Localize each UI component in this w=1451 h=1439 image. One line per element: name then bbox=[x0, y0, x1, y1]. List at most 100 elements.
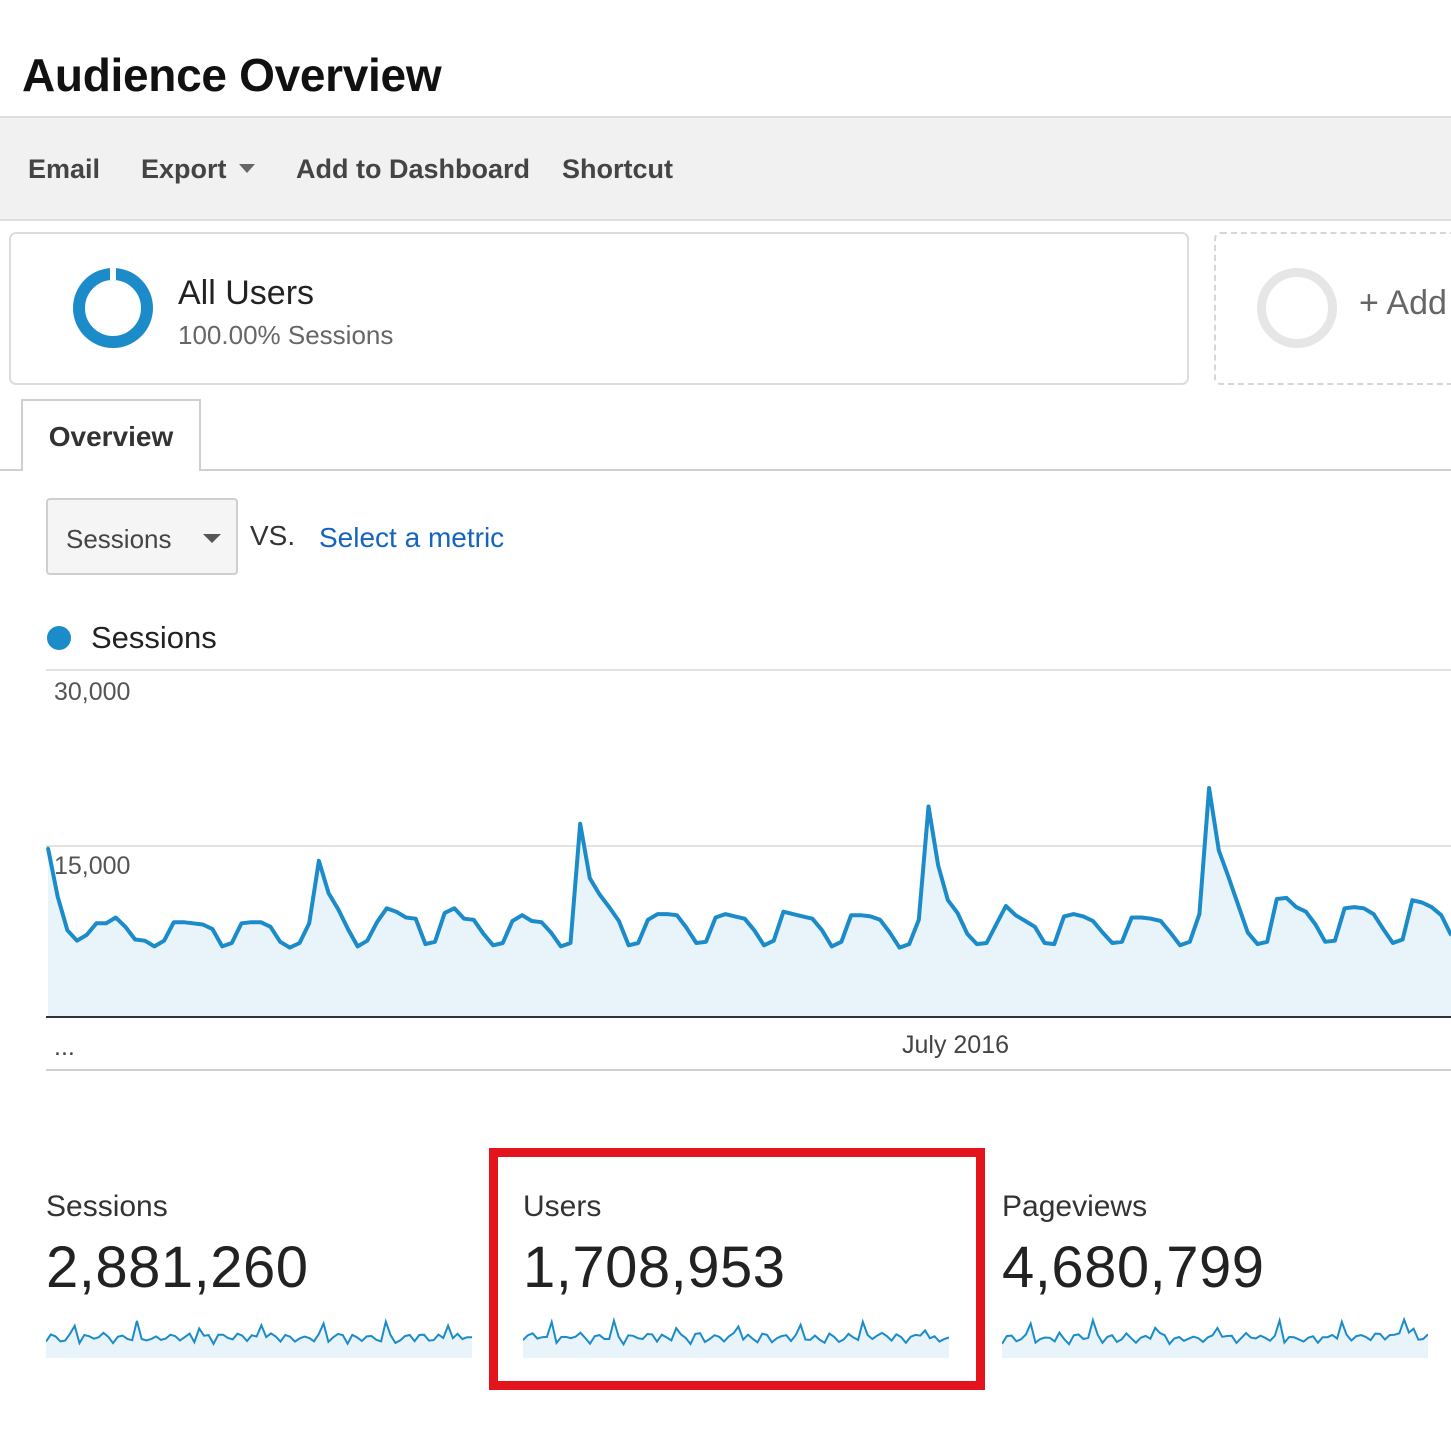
sessions-point bbox=[1420, 901, 1424, 904]
sessions-point bbox=[878, 918, 882, 922]
select-metric-link[interactable]: Select a metric bbox=[319, 522, 505, 553]
sessions-point bbox=[104, 921, 108, 925]
tab-overview[interactable]: Overview bbox=[21, 399, 201, 471]
sessions-point bbox=[1062, 914, 1066, 918]
sessions-point bbox=[481, 932, 485, 936]
page-title: Audience Overview bbox=[22, 49, 442, 101]
sessions-point bbox=[917, 918, 921, 922]
shortcut-button[interactable]: Shortcut bbox=[562, 154, 673, 184]
sessions-point bbox=[820, 928, 824, 932]
sessions-point bbox=[1275, 897, 1279, 901]
scorecard-sessions-label: Sessions bbox=[46, 1190, 168, 1223]
sessions-point bbox=[1246, 931, 1250, 935]
sessions-point bbox=[1120, 940, 1124, 944]
sessions-point bbox=[191, 921, 195, 925]
sessions-point bbox=[772, 939, 776, 943]
sessions-point bbox=[675, 913, 679, 917]
sessions-point bbox=[530, 919, 534, 923]
xtick-july-2016: July 2016 bbox=[902, 1031, 1009, 1059]
sessions-point bbox=[559, 944, 563, 948]
sessions-point bbox=[143, 939, 147, 943]
sessions-point bbox=[588, 876, 592, 880]
sessions-point bbox=[685, 926, 689, 930]
sessions-point bbox=[65, 928, 69, 932]
sessions-point bbox=[520, 913, 524, 917]
sparkline-area bbox=[46, 1320, 472, 1358]
sessions-point bbox=[617, 919, 621, 923]
sessions-point bbox=[433, 940, 437, 944]
sessions-point bbox=[859, 913, 863, 917]
sessions-point bbox=[1217, 848, 1221, 852]
sessions-point bbox=[1236, 903, 1240, 907]
sessions-point bbox=[220, 944, 224, 948]
add-segment-card[interactable]: + Add bbox=[1214, 232, 1451, 385]
sessions-point bbox=[985, 941, 989, 945]
sessions-point bbox=[249, 920, 253, 924]
sessions-point bbox=[810, 917, 814, 921]
primary-metric-label: Sessions bbox=[66, 524, 172, 554]
sessions-point bbox=[1004, 904, 1008, 908]
sessions-point bbox=[375, 920, 379, 924]
scorecard-users[interactable]: Users 1,708,953 bbox=[523, 1190, 963, 1370]
chevron-down-icon bbox=[203, 534, 221, 543]
scorecard-pageviews-label: Pageviews bbox=[1002, 1190, 1148, 1223]
sessions-point bbox=[743, 917, 747, 921]
sessions-point bbox=[182, 920, 185, 924]
sessions-point bbox=[56, 895, 60, 899]
sessions-point bbox=[1256, 942, 1259, 946]
sessions-point bbox=[259, 920, 263, 924]
users-highlight-box bbox=[489, 1148, 985, 1390]
sparkline-line bbox=[1002, 1316, 1428, 1346]
sessions-point bbox=[849, 913, 853, 917]
sessions-point bbox=[1072, 912, 1076, 916]
sessions-point bbox=[694, 941, 698, 945]
sessions-point bbox=[172, 920, 176, 924]
sessions-point bbox=[162, 939, 166, 943]
segment-donut-gap bbox=[110, 264, 116, 280]
sessions-point bbox=[733, 914, 737, 918]
sessions-point bbox=[501, 941, 505, 945]
sessions-point bbox=[598, 892, 601, 896]
sessions-point bbox=[1159, 919, 1163, 923]
scorecard-pageviews[interactable]: Pageviews 4,680,799 bbox=[1002, 1190, 1442, 1370]
sessions-point bbox=[656, 912, 660, 916]
sessions-point bbox=[1178, 943, 1182, 947]
sessions-point bbox=[946, 898, 950, 902]
sessions-point bbox=[665, 912, 669, 916]
scorecard-sessions-value: 2,881,260 bbox=[46, 1235, 309, 1300]
scorecard-pageviews-value: 4,680,799 bbox=[1002, 1235, 1265, 1300]
sessions-point bbox=[298, 941, 302, 945]
email-button[interactable]: Email bbox=[28, 154, 101, 184]
primary-metric-dropdown[interactable]: Sessions bbox=[46, 498, 238, 575]
sessions-point bbox=[1304, 910, 1308, 914]
sessions-point bbox=[1101, 931, 1105, 935]
sessions-point bbox=[1343, 906, 1347, 910]
sessions-point bbox=[1033, 925, 1037, 929]
sessions-point bbox=[85, 933, 89, 937]
sessions-point bbox=[307, 921, 311, 925]
export-button[interactable]: Export bbox=[141, 154, 255, 185]
sessions-point bbox=[1362, 906, 1366, 910]
sessions-point bbox=[936, 864, 940, 867]
sessions-point bbox=[1294, 905, 1298, 909]
sessions-point bbox=[549, 931, 553, 935]
add-to-dashboard-button[interactable]: Add to Dashboard bbox=[296, 154, 530, 184]
segment-all-users[interactable]: All Users 100.00% Sessions bbox=[9, 232, 1189, 385]
sessions-point bbox=[636, 941, 640, 945]
sessions-point bbox=[607, 905, 611, 909]
sessions-point bbox=[1227, 875, 1230, 879]
sessions-point bbox=[898, 946, 901, 950]
empty-donut-icon bbox=[1257, 268, 1337, 348]
sessions-point bbox=[781, 910, 785, 914]
sessions-point bbox=[510, 919, 514, 923]
sparkline-area bbox=[1002, 1319, 1428, 1358]
sessions-point bbox=[414, 917, 418, 921]
sessions-point bbox=[1410, 898, 1414, 902]
tabs-divider bbox=[0, 469, 1451, 471]
sessions-point bbox=[1130, 916, 1134, 919]
sessions-point bbox=[1381, 927, 1385, 931]
scorecard-sessions[interactable]: Sessions 2,881,260 bbox=[46, 1190, 486, 1370]
report-toolbar: Email Export Add to Dashboard Shortcut bbox=[0, 116, 1451, 221]
sessions-point bbox=[1110, 941, 1114, 945]
legend-sessions-dot bbox=[47, 626, 71, 650]
